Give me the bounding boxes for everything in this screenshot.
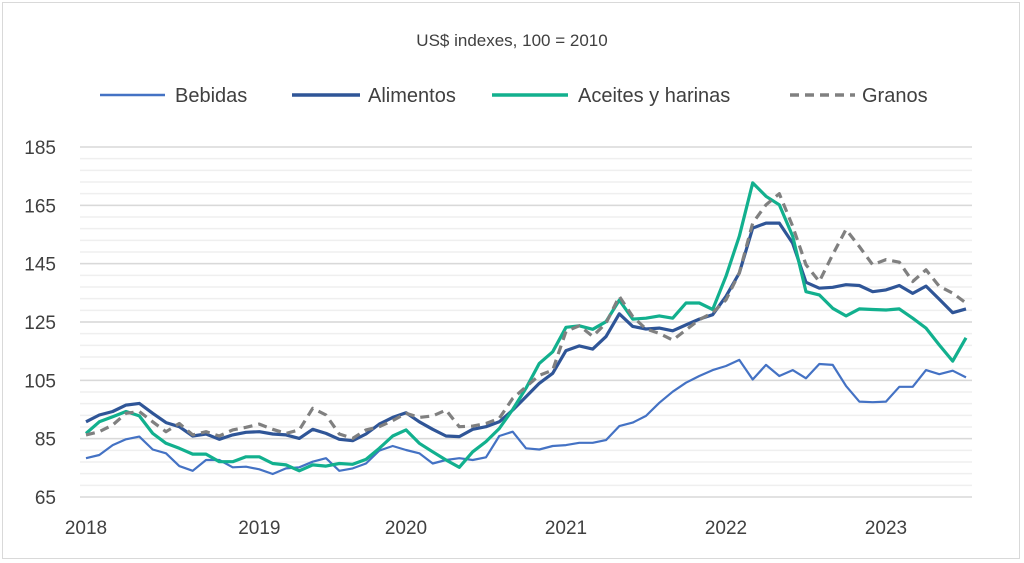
- gridlines: [80, 146, 972, 498]
- series-line-bebidas: [85, 358, 967, 476]
- x-tick-label: 2018: [65, 518, 107, 539]
- x-tick-label: 2023: [865, 518, 907, 539]
- y-tick-label: 165: [24, 196, 56, 217]
- y-tick-label: 65: [35, 488, 56, 509]
- x-tick-label: 2021: [545, 518, 587, 539]
- legend-label: Alimentos: [368, 85, 456, 107]
- series-line-granos: [85, 192, 967, 440]
- y-tick-label: 105: [24, 371, 56, 392]
- x-tick-label: 2019: [238, 518, 280, 539]
- y-tick-label: 145: [24, 255, 56, 276]
- legend-label: Bebidas: [175, 85, 247, 107]
- y-tick-label: 125: [24, 313, 56, 334]
- legend-label: Granos: [862, 85, 928, 107]
- x-tick-label: 2022: [705, 518, 747, 539]
- series-line-alimentos: [85, 221, 967, 443]
- series-line-aceites-y-harinas: [84, 181, 968, 473]
- y-tick-label: 85: [35, 430, 56, 451]
- legend-label: Aceites y harinas: [578, 85, 730, 107]
- series-lines: [84, 181, 968, 476]
- x-axis-ticks: 2018 2019 2020 2021 2022 2023: [65, 518, 907, 539]
- chart-title: US$ indexes, 100 = 2010: [416, 31, 607, 50]
- y-axis-ticks: 65 85 105 125 145 165 185: [24, 138, 56, 509]
- legend: Bebidas Alimentos Aceites y harinas Granos: [100, 85, 928, 107]
- x-tick-label: 2020: [385, 518, 427, 539]
- y-tick-label: 185: [24, 138, 56, 159]
